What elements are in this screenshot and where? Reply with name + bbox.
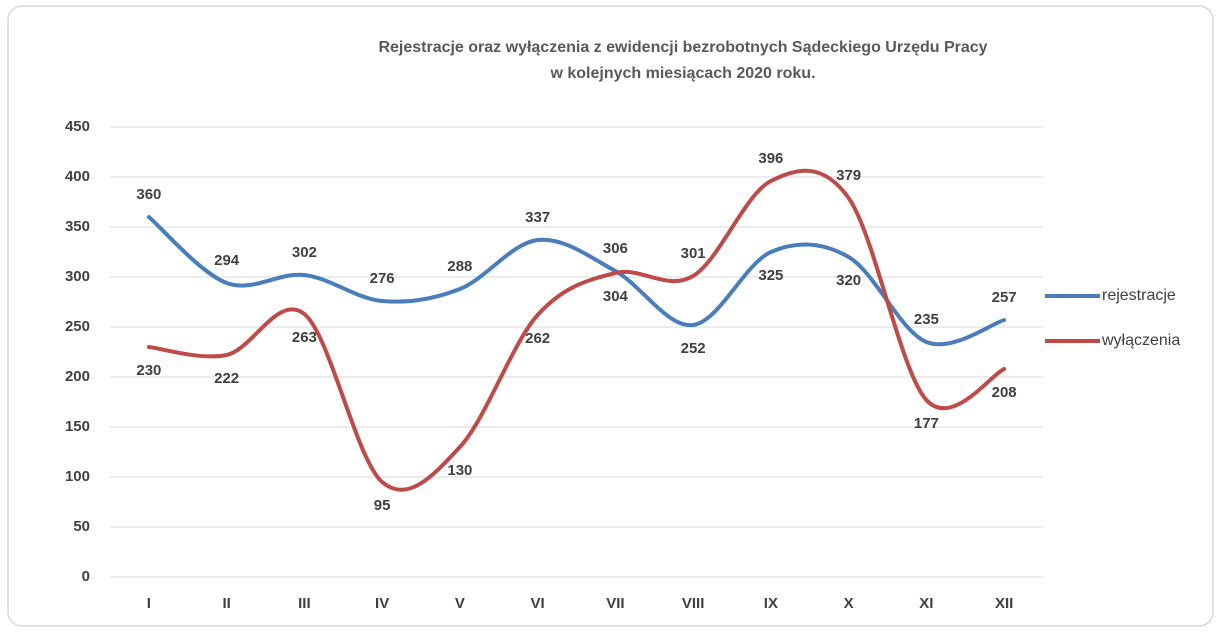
y-tick-label: 100 (65, 468, 90, 485)
y-tick-label: 50 (73, 518, 90, 535)
x-tick-label: XII (995, 595, 1013, 612)
data-label: 337 (525, 209, 550, 226)
y-tick-label: 450 (65, 118, 90, 135)
data-label: 306 (603, 240, 628, 257)
data-label: 222 (214, 370, 239, 387)
data-label: 304 (603, 288, 629, 305)
y-tick-label: 0 (82, 568, 90, 585)
legend-label: rejestracje (1102, 287, 1176, 304)
x-tick-label: I (147, 595, 151, 612)
data-label: 320 (836, 272, 861, 289)
data-label: 177 (914, 415, 939, 432)
data-label: 262 (525, 330, 550, 347)
data-label: 396 (758, 150, 783, 167)
x-tick-label: X (844, 595, 854, 612)
data-label: 294 (214, 252, 240, 269)
x-tick-label: V (455, 595, 465, 612)
data-label: 257 (992, 289, 1017, 306)
data-label: 230 (136, 362, 161, 379)
x-tick-label: IV (375, 595, 389, 612)
data-label: 325 (758, 267, 783, 284)
data-label: 276 (370, 270, 395, 287)
data-label: 301 (681, 245, 706, 262)
data-label: 360 (136, 186, 161, 203)
x-tick-label: VI (531, 595, 545, 612)
y-tick-label: 350 (65, 218, 90, 235)
x-tick-label: IX (764, 595, 778, 612)
data-label: 130 (447, 462, 472, 479)
data-label: 208 (992, 384, 1017, 401)
x-tick-label: III (298, 595, 311, 612)
data-label: 288 (447, 258, 472, 275)
x-tick-label: VII (606, 595, 624, 612)
data-label: 252 (681, 340, 706, 357)
chart-title: Rejestracje oraz wyłączenia z ewidencji … (378, 39, 987, 56)
y-tick-label: 150 (65, 418, 90, 435)
x-tick-label: II (222, 595, 230, 612)
chart-title: w kolejnych miesiącach 2020 roku. (549, 65, 815, 82)
x-tick-label: XI (919, 595, 933, 612)
chart-frame (7, 5, 1214, 627)
y-tick-label: 200 (65, 368, 90, 385)
x-tick-label: VIII (682, 595, 705, 612)
data-label: 235 (914, 311, 939, 328)
data-label: 263 (292, 329, 317, 346)
data-label: 95 (374, 497, 391, 514)
y-tick-label: 250 (65, 318, 90, 335)
line-series (146, 168, 1007, 492)
legend-label: wyłączenia (1101, 332, 1180, 349)
y-tick-label: 400 (65, 168, 90, 185)
data-label: 302 (292, 244, 317, 261)
line-series (146, 215, 1007, 347)
y-tick-label: 300 (65, 268, 90, 285)
data-label: 379 (836, 167, 861, 184)
